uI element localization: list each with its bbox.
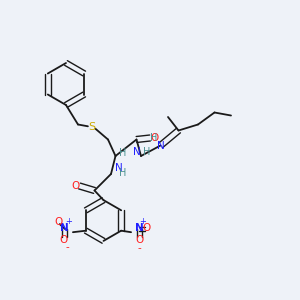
Text: H: H (119, 167, 127, 178)
Text: H: H (143, 147, 151, 158)
Text: H: H (150, 133, 158, 143)
Text: O: O (150, 133, 159, 143)
Text: +: + (65, 217, 72, 226)
Text: S: S (88, 122, 95, 133)
Text: N: N (135, 223, 143, 233)
Text: N: N (133, 146, 140, 157)
Text: O: O (135, 235, 143, 245)
Text: H: H (119, 148, 127, 158)
Text: +: + (140, 217, 146, 226)
Text: N: N (115, 163, 122, 173)
Text: O: O (142, 223, 151, 233)
Text: -: - (66, 242, 70, 252)
Text: N: N (157, 140, 164, 151)
Text: O: O (71, 181, 79, 191)
Text: N: N (61, 223, 69, 233)
Text: O: O (55, 217, 63, 227)
Text: -: - (137, 243, 141, 253)
Text: O: O (59, 235, 68, 245)
